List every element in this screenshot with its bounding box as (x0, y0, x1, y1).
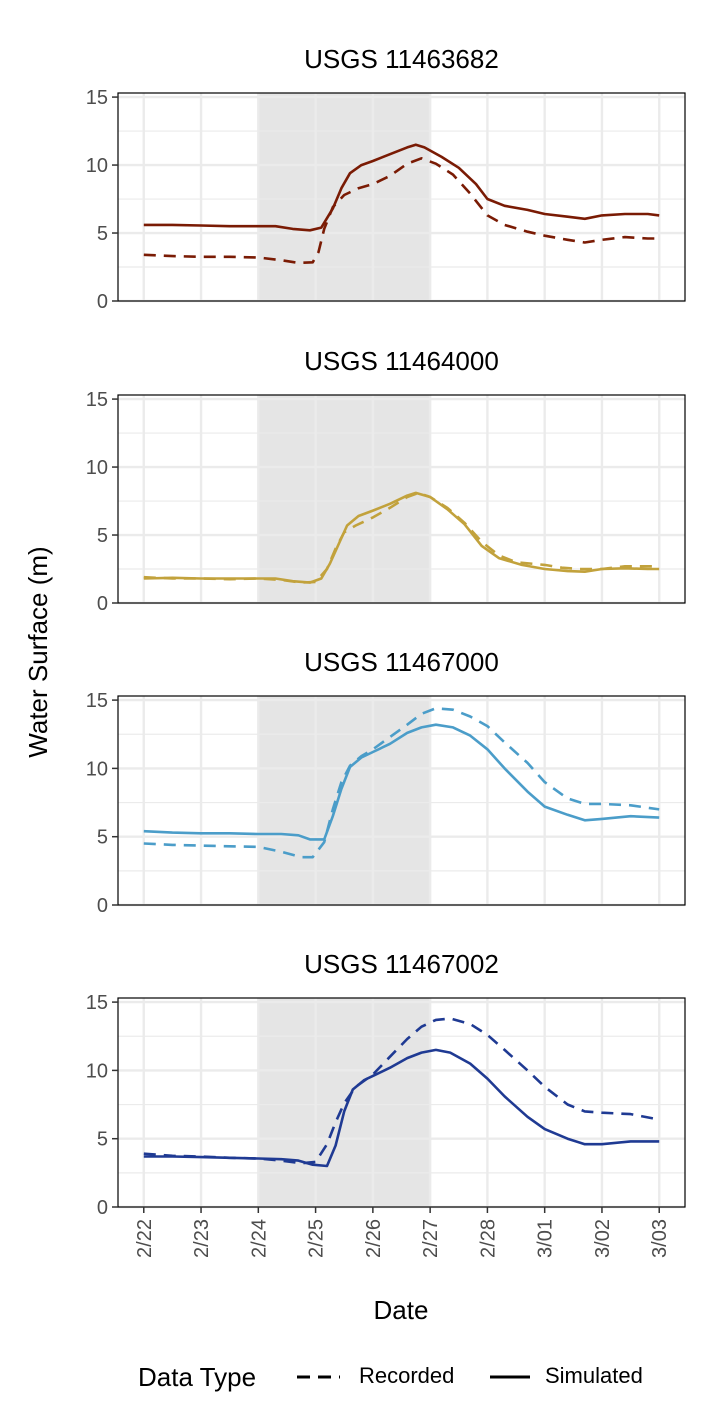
panel-title: USGS 11464000 (304, 346, 499, 376)
y-tick-label: 5 (97, 525, 108, 547)
y-tick-label: 5 (97, 223, 108, 245)
legend: Data Type Recorded Simulated (138, 1362, 643, 1392)
panel-4: USGS 11467002 0 5 10 15 (86, 949, 686, 1219)
legend-label-recorded: Recorded (359, 1363, 454, 1388)
panel-3: USGS 11467000 0 5 10 15 (86, 647, 686, 917)
y-tick-label: 10 (86, 1060, 108, 1082)
panel-border (117, 997, 686, 1208)
series-line-simulated (143, 491, 660, 584)
panel-border (117, 394, 686, 604)
y-tick-label: 10 (86, 758, 108, 780)
panel-border (117, 695, 686, 906)
panel-title: USGS 11467000 (304, 647, 499, 677)
x-axis-title: Date (374, 1295, 429, 1325)
panel-2: USGS 11464000 0 5 10 15 (86, 346, 686, 615)
y-tick-label: 0 (97, 593, 108, 615)
y-tick-label: 5 (97, 1129, 108, 1151)
y-tick-label: 15 (86, 389, 108, 411)
x-tick-label: 3/02 (592, 1219, 614, 1258)
x-axis: 2/22 2/23 2/24 2/25 2/26 2/27 2/28 3/01 3/02 3/03 (134, 1207, 671, 1258)
x-tick-label: 2/28 (477, 1219, 499, 1258)
series-line-simulated (143, 143, 660, 232)
x-tick-label: 2/23 (191, 1219, 213, 1258)
shaded-interval (258, 93, 431, 301)
x-tick-label: 2/25 (306, 1219, 328, 1258)
shaded-interval (258, 395, 431, 603)
series-line-simulated (143, 723, 660, 841)
legend-title: Data Type (138, 1362, 256, 1392)
y-tick-label: 0 (97, 1197, 108, 1219)
y-tick-label: 15 (86, 992, 108, 1014)
panel-title: USGS 11467002 (304, 949, 499, 979)
y-tick-label: 5 (97, 827, 108, 849)
panel-1: USGS 11463682 0 5 10 15 (86, 44, 686, 313)
series-line-simulated (143, 1048, 660, 1168)
x-tick-label: 2/24 (248, 1219, 270, 1258)
shaded-interval (258, 998, 431, 1207)
shaded-interval (258, 696, 431, 905)
y-axis-title: Water Surface (m) (23, 546, 53, 757)
y-tick-label: 10 (86, 457, 108, 479)
y-tick-label: 15 (86, 87, 108, 109)
x-tick-label: 2/27 (420, 1219, 442, 1258)
x-tick-label: 3/03 (649, 1219, 671, 1258)
series-line-recorded (143, 157, 660, 265)
legend-label-simulated: Simulated (545, 1363, 643, 1388)
y-tick-label: 10 (86, 155, 108, 177)
series-line-recorded (143, 707, 660, 859)
x-tick-label: 2/22 (134, 1219, 156, 1258)
y-tick-label: 0 (97, 895, 108, 917)
y-tick-label: 0 (97, 291, 108, 313)
panel-border (117, 92, 686, 302)
x-tick-label: 3/01 (535, 1219, 557, 1258)
y-tick-label: 15 (86, 690, 108, 712)
panel-title: USGS 11463682 (304, 44, 499, 74)
x-tick-label: 2/26 (363, 1219, 385, 1258)
